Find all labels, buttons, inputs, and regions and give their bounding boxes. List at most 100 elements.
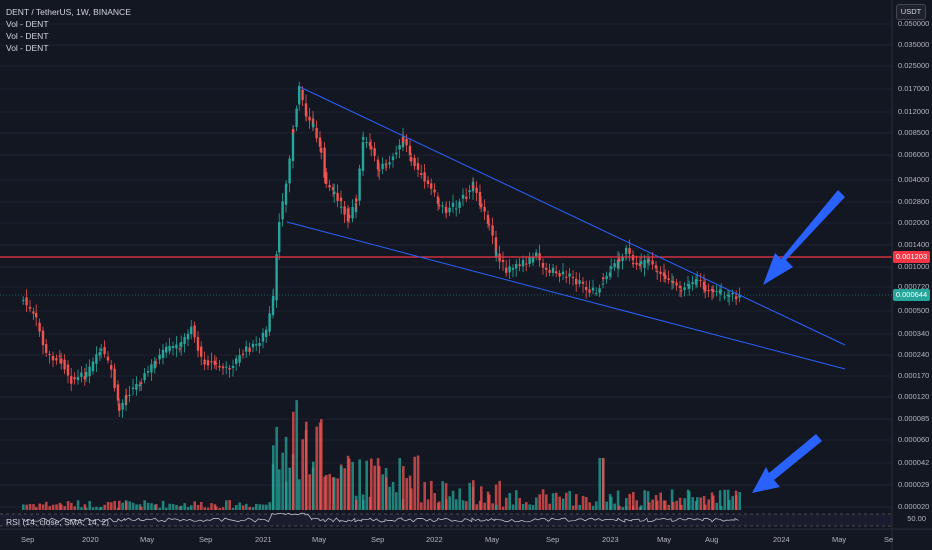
candle-body xyxy=(373,148,376,156)
candle-body xyxy=(635,262,638,265)
candle-body xyxy=(315,127,318,139)
volume-bar xyxy=(95,506,98,510)
candle-body xyxy=(691,281,694,285)
symbol-title[interactable]: DENT / TetherUS, 1W, BINANCE xyxy=(6,7,131,17)
volume-bar xyxy=(461,500,465,510)
candle-body xyxy=(255,344,258,346)
volume-bar xyxy=(672,502,675,510)
price-axis-label: 0.000060 xyxy=(898,435,930,444)
candle-body xyxy=(340,206,343,208)
volume-bar xyxy=(688,491,691,510)
candle-body xyxy=(458,201,461,208)
volume-bar xyxy=(301,439,304,510)
volume-bar xyxy=(348,458,351,510)
volume-bar xyxy=(168,503,171,510)
candle-body xyxy=(258,343,261,347)
volume-bar xyxy=(295,400,298,510)
candle-body xyxy=(70,376,73,384)
volume-bar xyxy=(402,465,405,510)
candle-body xyxy=(28,306,32,309)
candle-body xyxy=(41,330,45,346)
candle-body xyxy=(150,364,153,373)
volume-bar xyxy=(621,506,624,510)
candle-body xyxy=(508,266,511,273)
candle-body xyxy=(495,252,498,257)
volume-bar xyxy=(278,469,281,510)
volume-bar xyxy=(433,493,436,510)
candle-body xyxy=(664,274,667,279)
volume-bar xyxy=(325,474,328,510)
volume-bar xyxy=(113,500,116,510)
volume-bar xyxy=(231,507,235,510)
volume-bar xyxy=(581,495,585,510)
volume-bar xyxy=(261,504,265,510)
volume-bar xyxy=(218,507,221,510)
volume-bar xyxy=(735,495,738,510)
volume-bar xyxy=(320,419,323,510)
volume-bar xyxy=(468,482,471,510)
candle-body xyxy=(22,299,25,301)
volume-bar xyxy=(121,502,124,510)
candle-body xyxy=(265,329,268,337)
price-axis-label: 0.000120 xyxy=(898,392,930,401)
candle-body xyxy=(555,271,558,274)
volume-bar xyxy=(515,490,518,510)
volume-bar xyxy=(180,505,183,510)
candle-body xyxy=(131,387,135,390)
volume-bar xyxy=(511,504,515,510)
volume-bar xyxy=(22,504,25,510)
candle-body xyxy=(575,278,578,285)
volume-legend-2[interactable]: Vol - DENT xyxy=(6,31,49,41)
volume-bar xyxy=(670,489,674,510)
volume-bar xyxy=(591,505,595,510)
volume-bar xyxy=(158,507,161,510)
candle-body xyxy=(331,187,335,191)
volume-legend-1[interactable]: Vol - DENT xyxy=(6,19,49,29)
volume-legend-3[interactable]: Vol - DENT xyxy=(6,43,49,53)
candle-body xyxy=(707,290,710,292)
volume-bar xyxy=(531,504,535,510)
candle-body xyxy=(675,282,678,286)
volume-bar xyxy=(186,506,190,510)
volume-bar xyxy=(135,504,138,510)
price-axis-label: 0.002000 xyxy=(898,218,930,227)
volume-bar xyxy=(235,505,238,510)
candle-body xyxy=(76,376,80,380)
candle-body xyxy=(206,360,210,366)
candle-body xyxy=(448,207,451,213)
candle-body xyxy=(561,271,565,275)
candle-body xyxy=(632,262,635,264)
price-axis-label: 0.012000 xyxy=(898,107,930,116)
price-axis-label: 0.000029 xyxy=(898,480,930,489)
candle-body xyxy=(278,222,281,253)
volume-bar xyxy=(365,460,368,510)
candle-body xyxy=(680,290,683,292)
volume-bar xyxy=(712,495,715,510)
volume-bar xyxy=(385,477,388,510)
volume-bar xyxy=(138,504,142,510)
volume-bar xyxy=(258,504,261,510)
volume-bar xyxy=(444,483,448,510)
currency-button[interactable]: USDT xyxy=(896,4,926,20)
candle-body xyxy=(712,289,715,293)
candle-body xyxy=(284,185,288,205)
volume-series xyxy=(22,400,741,510)
candle-body xyxy=(723,296,726,298)
candle-body xyxy=(423,172,426,182)
price-axis-label: 0.000170 xyxy=(898,371,930,380)
volume-bar xyxy=(206,507,210,510)
candle-body xyxy=(602,277,605,280)
price-axis-label: 0.000085 xyxy=(898,414,930,423)
volume-bar xyxy=(146,502,150,510)
candle-body xyxy=(488,224,491,226)
price-axis-label: 0.004000 xyxy=(898,175,930,184)
rsi-indicator-label[interactable]: RSI (14, close, SMA, 14, 2) xyxy=(6,517,109,527)
volume-bar xyxy=(175,504,178,510)
candle-body xyxy=(178,348,181,350)
candle-body xyxy=(625,247,628,253)
candle-body xyxy=(455,208,458,210)
volume-bar xyxy=(275,426,278,510)
candle-body xyxy=(433,189,436,193)
candle-body xyxy=(346,208,350,222)
